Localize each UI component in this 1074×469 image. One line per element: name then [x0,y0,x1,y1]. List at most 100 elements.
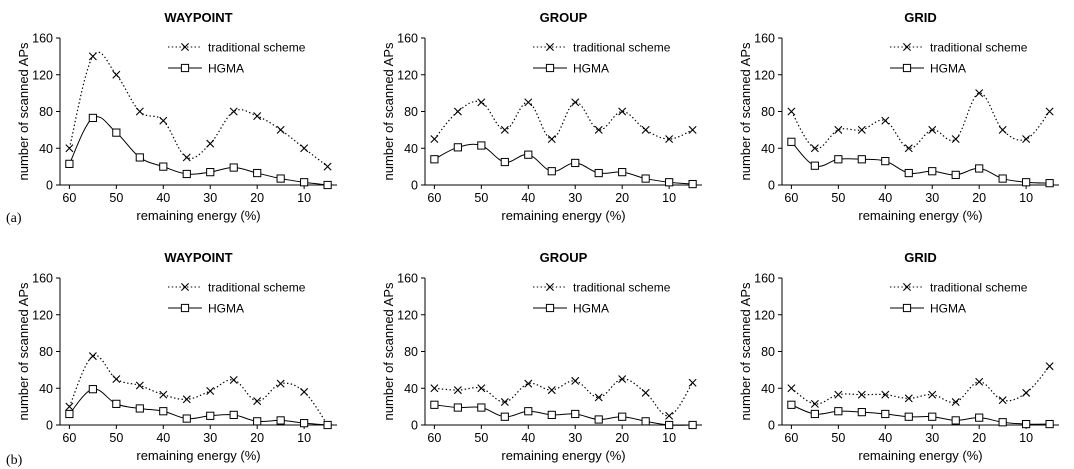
series-line [791,141,1050,184]
data-point [524,379,533,388]
x-tick-label: 10 [1019,431,1033,445]
y-tick-label: 40 [39,382,53,396]
legend-marker [902,303,912,313]
data-point [928,125,937,134]
data-point [857,408,866,417]
chart-panels: WAYPOINT 0 40 80 120 160 60 50 40 30 20 10 remaining… [16,10,1059,463]
data-point [904,394,913,403]
data-point [453,143,462,152]
data-point [135,381,144,390]
legend-marker [181,283,189,291]
data-point [159,162,168,171]
data-point [665,420,674,430]
series-line [434,143,693,185]
data-point [857,390,866,399]
data-point [787,384,796,393]
x-tick-label: 40 [878,431,892,445]
data-point [253,397,262,406]
x-tick-label: 30 [568,191,582,205]
chart-title: GRID [904,10,937,25]
data-point [928,390,937,399]
data-point [1022,178,1031,187]
legend-label: HGMA [573,62,609,76]
x-tick-label: 60 [427,191,441,205]
data-point [951,135,960,144]
data-point [524,150,533,159]
data-point [112,70,121,79]
data-point [834,390,843,399]
data-point [834,155,843,164]
data-point [594,125,603,134]
x-axis-label: remaining energy (%) [858,448,982,463]
data-point [665,178,674,187]
data-point [276,125,285,134]
y-axis-label: number of scanned APs [16,282,31,421]
series-traditional-scheme [787,362,1054,408]
legend: traditional scheme HGMA [168,41,306,76]
data-point [881,409,890,419]
y-tick-label: 80 [39,345,53,359]
data-point [857,125,866,134]
data-point [618,412,627,421]
data-point [787,107,796,116]
data-point [975,89,984,98]
series-hgma [787,137,1054,188]
data-point [477,141,486,150]
x-tick-label: 30 [203,191,217,205]
legend: traditional scheme HGMA [533,281,671,316]
legend: traditional scheme HGMA [890,41,1028,76]
x-tick-label: 60 [62,191,76,205]
x-tick-label: 60 [427,431,441,445]
legend-label: traditional scheme [573,41,671,55]
y-tick-label: 80 [404,345,418,359]
data-point [88,52,97,61]
data-point [881,116,890,125]
chart-title: WAYPOINT [164,10,232,25]
legend-marker [545,63,555,73]
x-tick-label: 50 [109,191,123,205]
data-point [112,375,121,384]
data-point [300,419,309,428]
data-point [323,180,332,190]
legend-label: HGMA [930,302,966,316]
data-point [1022,135,1031,144]
data-point [112,399,121,408]
chart-panel: GRID 0 40 80 120 160 60 50 40 30 20 10 remaining ene… [738,10,1059,223]
data-point [810,399,819,408]
y-axis-label: number of scanned APs [381,42,396,181]
y-tick-label: 120 [754,308,775,322]
legend: traditional scheme HGMA [533,41,671,76]
legend-label: traditional scheme [208,41,306,55]
series-traditional-scheme [65,352,332,429]
x-tick-label: 50 [474,431,488,445]
data-point [571,98,580,107]
data-point [641,417,650,426]
y-tick-label: 160 [397,272,418,286]
y-tick-label: 40 [761,142,775,156]
data-point [206,411,215,420]
y-tick-label: 80 [404,105,418,119]
x-tick-label: 40 [156,191,170,205]
data-point [547,410,556,419]
data-point [547,167,556,176]
data-point [253,168,262,178]
legend: traditional scheme HGMA [168,281,306,316]
series-line [791,404,1050,425]
legend-label: HGMA [208,302,244,316]
x-tick-label: 20 [972,431,986,445]
y-tick-label: 40 [404,382,418,396]
x-tick-label: 40 [156,431,170,445]
data-point [665,135,674,144]
x-axis-label: remaining energy (%) [501,448,625,463]
data-point [253,417,262,426]
data-point [571,409,580,419]
data-point [430,400,439,409]
data-point [665,411,674,420]
x-tick-label: 10 [297,191,311,205]
data-point [975,377,984,386]
data-point [1022,388,1031,397]
data-point [594,415,603,424]
data-point [904,412,913,421]
data-point [594,393,603,402]
series-line [68,51,328,168]
